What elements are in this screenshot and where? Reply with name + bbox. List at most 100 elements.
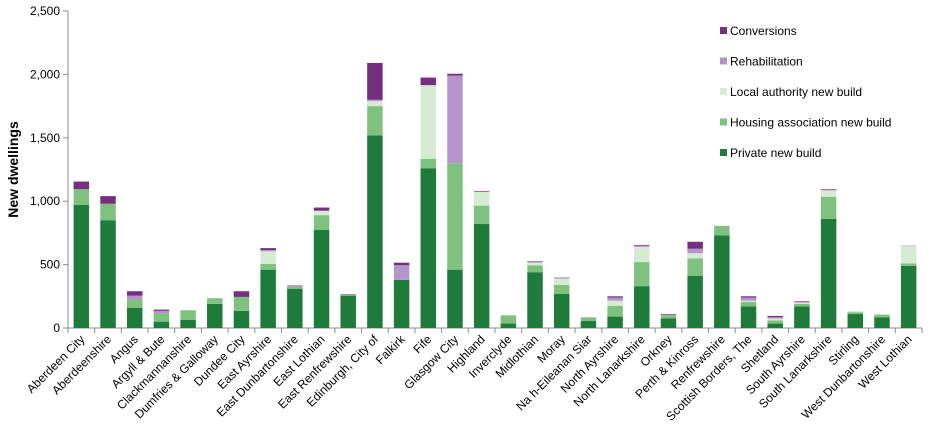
bar-segment — [447, 73, 463, 76]
legend-swatch — [720, 88, 727, 95]
bar-segment — [767, 318, 783, 321]
bar-segment — [73, 181, 90, 190]
bar-segment — [767, 315, 783, 318]
bar-segment — [820, 189, 837, 191]
bar-segment — [553, 284, 570, 294]
bar-segment — [767, 317, 783, 319]
bar-segment — [420, 85, 437, 159]
bar-segment — [660, 315, 677, 319]
bar-segment — [634, 246, 650, 263]
bar-segment — [607, 300, 623, 306]
bar-segment — [714, 225, 730, 236]
bar-segment — [740, 306, 757, 328]
bar-segment — [126, 291, 143, 296]
bar-segment — [126, 307, 143, 328]
bar-segment — [553, 293, 570, 328]
bar-segment — [287, 288, 303, 328]
bar-segment — [660, 318, 677, 328]
bar-segment — [73, 205, 90, 328]
bar-segment — [260, 251, 276, 264]
bar-segment — [100, 203, 116, 221]
bar-segment — [687, 276, 703, 328]
bar-segment — [207, 303, 223, 328]
bar-segment — [740, 302, 757, 307]
bar-segment — [180, 319, 196, 328]
bar-segment — [820, 218, 837, 328]
bar-segment — [660, 314, 677, 316]
legend-label: Local authority new build — [730, 85, 862, 99]
y-axis: 0 500 1,000 1,500 2,000 2,500 — [30, 4, 69, 335]
bar-segment — [580, 317, 597, 322]
legend-label: Rehabilitation — [730, 55, 803, 69]
bar-segment — [714, 235, 730, 328]
y-axis-label: New dwellings — [5, 121, 21, 218]
bar-segment — [367, 99, 383, 102]
bar-segment — [287, 286, 303, 289]
bar-segment — [634, 244, 650, 246]
bar-segment — [260, 250, 276, 252]
bar-segment — [153, 313, 170, 322]
legend-swatch — [720, 57, 727, 65]
bar-segment — [740, 300, 757, 303]
bar-segment — [847, 314, 864, 328]
bars — [73, 62, 917, 328]
y-tick-label: 1,500 — [30, 131, 60, 145]
y-tick-label: 0 — [53, 321, 60, 335]
bar-segment — [794, 301, 810, 303]
bar-segment — [233, 310, 250, 328]
bar-segment — [634, 245, 650, 247]
bar-segment — [287, 285, 303, 287]
bar-segment — [874, 317, 890, 328]
y-tick-label: 500 — [40, 258, 60, 272]
bar-segment — [660, 314, 677, 315]
bar-segment — [820, 196, 837, 219]
bar-segment — [367, 106, 383, 136]
bar-segment — [607, 316, 623, 328]
bar-segment — [233, 296, 250, 311]
bar-segment — [313, 215, 330, 230]
y-tick-label: 1,000 — [30, 194, 60, 208]
bar-segment — [447, 75, 463, 164]
bar-segment — [607, 296, 623, 298]
legend: Conversions Rehabilitation Local authority… — [720, 24, 891, 160]
bar-segment — [340, 295, 356, 296]
x-tick-label: Falkirk — [373, 332, 409, 368]
bar-segment — [847, 310, 864, 313]
bar-segment — [527, 265, 543, 273]
bar-segment — [153, 309, 170, 311]
legend-swatch — [720, 149, 727, 156]
bar-segment — [313, 207, 330, 211]
bar-segment — [393, 265, 410, 280]
bar-segment — [687, 241, 703, 249]
bar-segment — [900, 265, 917, 328]
bar-segment — [820, 189, 837, 190]
bar-segment — [634, 286, 650, 328]
bar-segment — [447, 269, 463, 328]
bar-segment — [900, 245, 917, 247]
bar-segment — [527, 262, 543, 263]
bar-segment — [420, 158, 437, 169]
bar-segment — [687, 248, 703, 254]
legend-label: Conversions — [730, 24, 797, 38]
bar-segment — [687, 253, 703, 259]
bar-segment — [500, 315, 517, 324]
bar-segment — [207, 298, 223, 304]
bar-segment — [100, 220, 116, 328]
bar-segment — [794, 306, 810, 328]
bar-segment — [874, 314, 890, 315]
bar-segment — [367, 135, 383, 328]
bar-segment — [900, 263, 917, 266]
bar-segment — [180, 310, 196, 320]
bar-segment — [313, 229, 330, 328]
legend-label: Housing association new build — [730, 116, 891, 130]
bar-segment — [607, 305, 623, 317]
bar-segment — [473, 191, 490, 192]
legend-swatch — [720, 27, 727, 34]
bar-segment — [367, 101, 383, 107]
bar-segment — [153, 310, 170, 314]
bar-segment — [340, 294, 356, 296]
bar-segment — [794, 302, 810, 304]
bar-segment — [527, 262, 543, 266]
